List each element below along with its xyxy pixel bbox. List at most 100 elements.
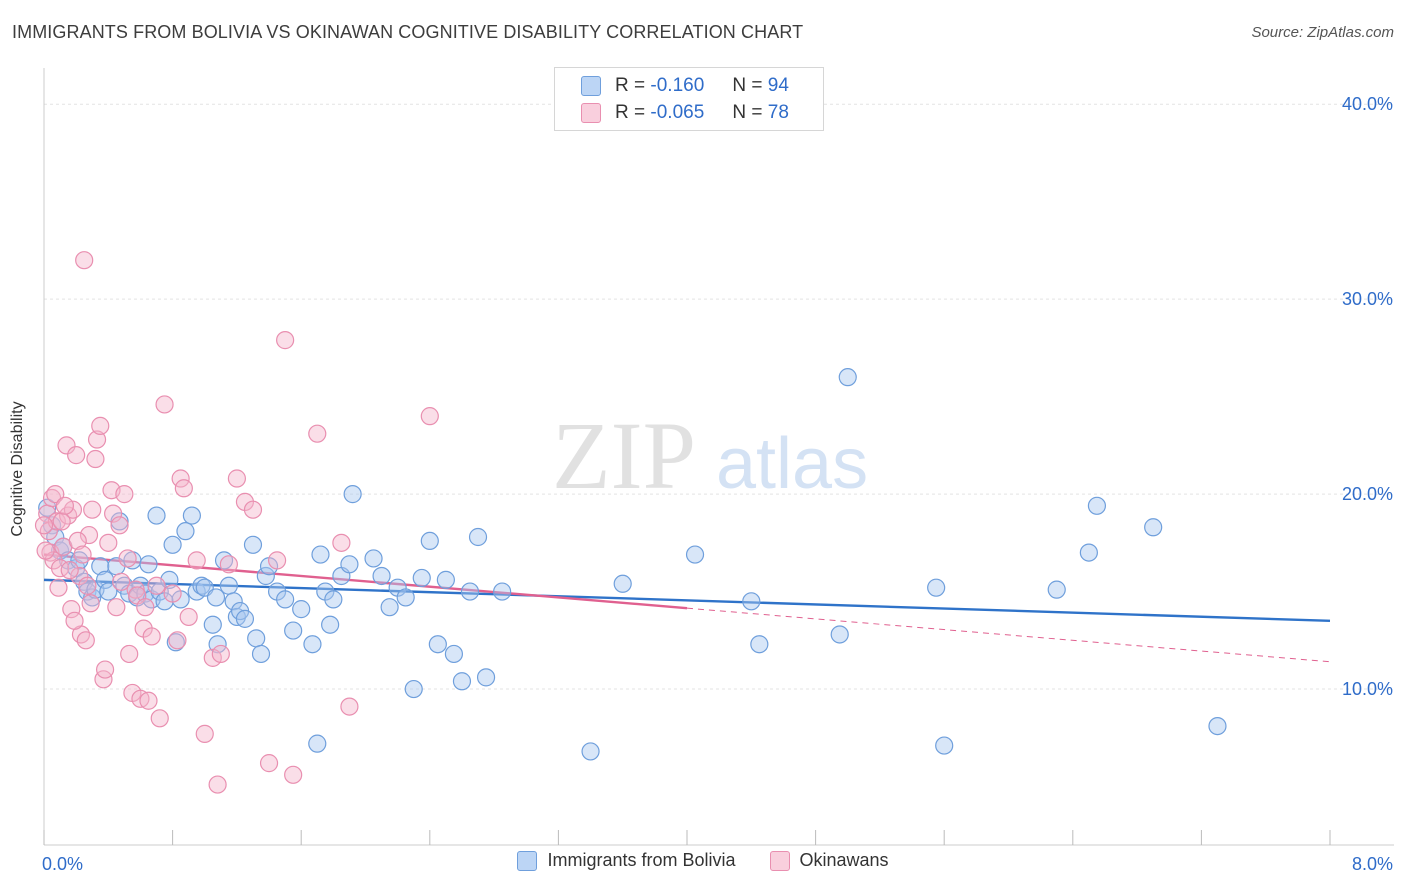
legend-label-bolivia: Immigrants from Bolivia — [547, 850, 736, 870]
legend-label-okinawans: Okinawans — [799, 850, 889, 870]
point-series-1 — [211, 644, 230, 664]
point-series-0 — [581, 742, 600, 761]
watermark: ZIP atlas — [552, 402, 868, 509]
r-value: -0.160 — [650, 75, 705, 96]
point-series-0 — [70, 551, 89, 570]
y-tick-label: 30.0% — [1342, 289, 1393, 309]
point-series-1 — [120, 644, 139, 664]
point-series-1 — [147, 576, 166, 595]
point-series-1 — [139, 691, 158, 710]
point-series-0 — [476, 668, 496, 687]
point-series-1 — [174, 479, 193, 498]
stats-box: R = -0.160 N = 94 R = -0.065 N = 78 — [554, 67, 824, 131]
point-series-0 — [493, 582, 512, 601]
point-series-1 — [73, 545, 92, 564]
point-series-1 — [110, 516, 129, 535]
point-series-0 — [203, 615, 222, 634]
point-series-0 — [372, 566, 391, 586]
point-series-0 — [444, 644, 464, 664]
point-series-0 — [163, 535, 182, 554]
point-series-0 — [364, 549, 383, 568]
gridlines — [44, 103, 1394, 690]
point-series-1 — [68, 531, 87, 550]
point-series-0 — [276, 590, 295, 609]
point-series-1 — [420, 407, 439, 426]
point-series-0 — [321, 615, 340, 634]
trend-line-series-1 — [43, 553, 688, 610]
point-series-1 — [87, 430, 107, 449]
point-series-1 — [75, 251, 94, 270]
point-series-1 — [55, 496, 74, 515]
point-series-0 — [340, 555, 359, 574]
legend-item-bolivia[interactable]: Immigrants from Bolivia — [517, 850, 736, 871]
point-series-0 — [251, 644, 271, 664]
point-series-1 — [104, 504, 123, 523]
point-series-0 — [742, 592, 761, 611]
point-series-0 — [95, 570, 115, 589]
r-value: -0.065 — [650, 102, 705, 123]
point-series-0 — [292, 600, 311, 619]
tick-labels: 10.0% 20.0% 30.0% 40.0% 0.0% 8.0% — [42, 94, 1393, 874]
point-series-0 — [243, 535, 263, 554]
point-series-1 — [76, 631, 95, 650]
data-points — [34, 251, 1227, 794]
trend-lines — [43, 553, 1331, 663]
point-series-0 — [1208, 716, 1227, 736]
stats-swatch-okinawans — [581, 103, 601, 123]
point-series-1 — [46, 485, 65, 504]
point-series-0 — [838, 368, 857, 387]
y-tick-label: 10.0% — [1342, 679, 1393, 699]
legend-swatch-okinawans — [769, 850, 790, 871]
point-series-1 — [49, 578, 68, 597]
point-series-0 — [468, 527, 488, 547]
point-series-1 — [195, 724, 214, 743]
point-series-0 — [935, 736, 954, 755]
y-axis-label: Cognitive Disability — [9, 401, 26, 537]
point-series-1 — [86, 449, 105, 469]
point-series-1 — [79, 525, 99, 545]
point-series-0 — [1087, 496, 1107, 515]
point-series-1 — [36, 541, 55, 560]
point-series-0 — [380, 598, 399, 617]
n-label: N = — [732, 75, 763, 96]
point-series-0 — [396, 588, 415, 607]
point-series-0 — [428, 635, 447, 654]
point-series-0 — [613, 574, 632, 593]
point-series-1 — [276, 331, 295, 350]
point-series-1 — [284, 765, 303, 784]
trend-extension-series-1 — [686, 607, 1331, 663]
point-series-0 — [685, 545, 705, 564]
point-series-0 — [324, 590, 343, 609]
point-series-1 — [78, 576, 97, 595]
point-series-0 — [192, 576, 211, 595]
point-series-0 — [256, 566, 275, 586]
point-series-1 — [332, 533, 351, 552]
point-series-1 — [340, 697, 359, 716]
point-series-0 — [91, 557, 110, 576]
point-series-1 — [219, 555, 238, 574]
point-series-0 — [460, 582, 480, 601]
legend-item-okinawans[interactable]: Okinawans — [769, 850, 889, 871]
point-series-1 — [91, 416, 110, 435]
n-label: N = — [732, 102, 763, 123]
point-series-1 — [142, 627, 161, 646]
source-label: Source: ZipAtlas.com — [1251, 24, 1394, 41]
point-series-1 — [112, 572, 131, 591]
x-tick-label-max: 8.0% — [1352, 854, 1393, 874]
trend-line-series-0 — [43, 578, 1331, 623]
axes — [43, 68, 1394, 846]
n-value: 78 — [767, 102, 789, 123]
point-series-0 — [750, 635, 769, 654]
watermark-atlas: atlas — [716, 424, 868, 504]
point-series-0 — [182, 506, 201, 525]
y-tick-label: 40.0% — [1342, 94, 1393, 114]
point-series-0 — [308, 734, 327, 753]
point-series-1 — [34, 516, 54, 535]
point-series-1 — [243, 500, 263, 519]
stats-row-bolivia: R = -0.160 N = 94 — [581, 73, 789, 99]
point-series-0 — [927, 578, 946, 597]
point-series-1 — [52, 512, 71, 531]
point-series-0 — [311, 545, 330, 564]
x-tick-label-min: 0.0% — [42, 854, 83, 874]
